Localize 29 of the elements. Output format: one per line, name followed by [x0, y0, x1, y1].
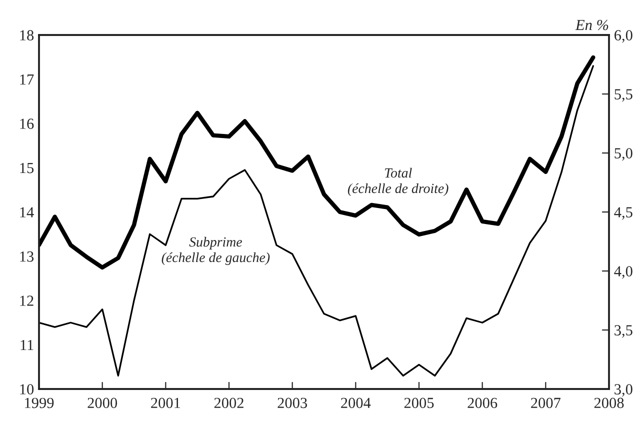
x-tick-label: 2007	[531, 398, 561, 408]
y2-tick-label: 4,5	[614, 207, 632, 220]
y-tick-label: 15	[20, 162, 34, 174]
y-tick-label: 13	[20, 251, 34, 262]
x-tick-label: 1999	[25, 398, 54, 408]
x-tick-label: 2008	[594, 398, 624, 408]
x-tick-label: 2003	[278, 398, 308, 408]
y-tick-label: 10	[20, 384, 34, 394]
y2-tick-label: 5,5	[614, 89, 632, 102]
y-tick-label: 14	[20, 207, 34, 218]
x-tick-label: 2002	[214, 398, 244, 408]
y-tick-label: 17	[20, 74, 34, 85]
x-tick-label: 2001	[151, 398, 180, 408]
y2-tick-label: 6,0	[614, 30, 632, 43]
y2-tick-label: 3,0	[614, 384, 632, 397]
y-tick-label: 16	[20, 118, 34, 129]
x-tick-label: 2005	[404, 398, 434, 408]
y-tick-label: 12	[20, 296, 34, 306]
y2-tick-label: 5,0	[614, 148, 632, 161]
y2-axis-title: En %	[575, 20, 608, 30]
y-tick-label: 11	[20, 340, 34, 350]
y2-tick-label: 4,0	[614, 266, 632, 279]
x-tick-label: 2004	[341, 398, 371, 408]
y-tick-label: 18	[20, 30, 34, 40]
annotation: Total (échelle de droite)	[348, 168, 448, 196]
y2-tick-label: 3,5	[614, 325, 632, 338]
x-tick-label: 2000	[88, 398, 118, 408]
x-tick-label: 2006	[468, 398, 498, 408]
annotation: Subprime (échelle de gauche)	[162, 236, 270, 265]
